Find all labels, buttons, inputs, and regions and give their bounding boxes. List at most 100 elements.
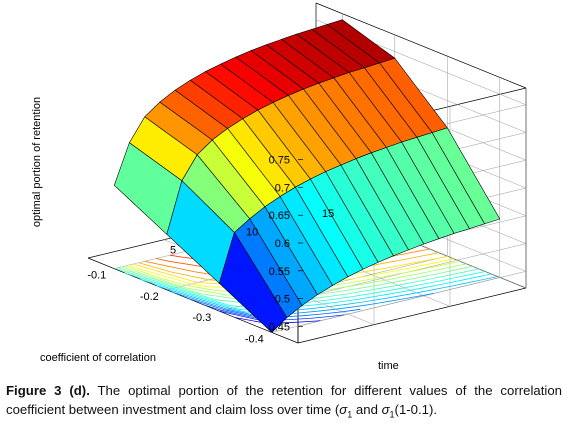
caption-sigma-1: σ bbox=[339, 402, 348, 417]
contour-seg-11-2-0 bbox=[121, 266, 182, 287]
contour-seg-6-0-12 bbox=[449, 282, 466, 287]
contour-seg-12-0-9 bbox=[362, 277, 380, 282]
z-tick-1: 0.7 bbox=[275, 182, 290, 194]
surface-patch-0-0 bbox=[218, 231, 288, 333]
x-tick-2: -0.3 bbox=[192, 312, 211, 324]
contour-seg-7-0-8 bbox=[376, 292, 394, 297]
contour-seg-6-0-7 bbox=[365, 298, 383, 302]
surface-chart: 0.75 0.7 0.65 0.6 0.55 0.5 0.45 -0.1 -0.2 -0.3 -0.… bbox=[31, 2, 527, 372]
y-axis-label: time bbox=[378, 360, 399, 372]
contour-seg-9-0-11 bbox=[414, 278, 431, 283]
contour-seg-11-1-1 bbox=[186, 287, 228, 296]
contour-seg-9-0-7 bbox=[346, 290, 364, 295]
contour-seg-6-2-0 bbox=[156, 285, 169, 290]
caption-sub-2: 1 bbox=[389, 409, 395, 420]
contour-seg-10-0-13 bbox=[440, 269, 457, 274]
contour-seg-6-0-0 bbox=[229, 308, 246, 313]
contour-seg-7-0-12 bbox=[443, 280, 460, 285]
contour-seg-8-0-9 bbox=[387, 287, 405, 292]
contour-seg-13-0-14 bbox=[437, 258, 454, 263]
contour-seg-5-0-10 bbox=[422, 292, 434, 296]
x-tick-3: -0.4 bbox=[245, 333, 264, 345]
contour-seg-7-0-14 bbox=[475, 273, 492, 278]
z-tick-5: 0.5 bbox=[275, 294, 290, 306]
contour-seg-6-0-4 bbox=[310, 306, 330, 310]
contour-seg-6-0-11 bbox=[433, 286, 450, 291]
contour-seg-14-1-14 bbox=[431, 257, 440, 260]
contour-seg-8-0-8 bbox=[370, 290, 388, 295]
contour-seg-11-0-12 bbox=[418, 270, 435, 275]
contour-seg-10-0-12 bbox=[424, 272, 441, 277]
x-axis-line bbox=[87, 257, 299, 344]
contour-seg-6-0-6 bbox=[347, 301, 366, 305]
contour-seg-13-2-0 bbox=[128, 264, 139, 269]
contour-seg-7-0-7 bbox=[359, 295, 377, 300]
contour-seg-5-0-3 bbox=[296, 310, 317, 314]
box-edge-5 bbox=[297, 287, 527, 344]
contour-seg-7-0-4 bbox=[303, 303, 324, 307]
contour-seg-5-0-6 bbox=[354, 303, 372, 308]
contour-seg-12-2-1 bbox=[164, 278, 186, 286]
contour-seg-8-1-1 bbox=[229, 305, 239, 307]
contour-seg-10-0-7 bbox=[340, 288, 358, 292]
contour-seg-9-0-6 bbox=[328, 293, 347, 297]
contour-seg-10-0-11 bbox=[408, 276, 425, 280]
contour-seg-10-0-8 bbox=[357, 285, 375, 289]
contour-seg-5-1-0 bbox=[171, 291, 228, 310]
contour-seg-12-0-13 bbox=[428, 264, 445, 269]
contour-seg-16-1-14 bbox=[413, 248, 430, 253]
y-tick-2: 15 bbox=[322, 208, 334, 220]
x-tick-0: -0.1 bbox=[87, 270, 106, 282]
contour-seg-7-0-11 bbox=[426, 283, 444, 288]
contour-seg-8-0-13 bbox=[453, 274, 470, 279]
contour-seg-11-0-7 bbox=[333, 285, 352, 290]
contour-seg-13-0-12 bbox=[405, 265, 422, 270]
contour-seg-4-0-4 bbox=[323, 311, 343, 315]
contour-seg-15-2-2 bbox=[170, 271, 209, 281]
contour-seg-11-0-11 bbox=[401, 273, 419, 278]
contour-seg-12-1-1 bbox=[185, 284, 218, 292]
contour-seg-10-2-0 bbox=[118, 267, 179, 288]
contour-seg-12-0-14 bbox=[444, 261, 461, 266]
contour-seg-10-0-9 bbox=[374, 282, 392, 287]
contour-seg-8-1-0 bbox=[173, 287, 230, 306]
caption-sub-1: 1 bbox=[347, 409, 353, 420]
contour-seg-11-0-10 bbox=[385, 276, 402, 281]
contour-seg-14-1-12 bbox=[398, 262, 416, 267]
contour-seg-5-0-5 bbox=[335, 306, 355, 310]
contour-seg-3-0-4 bbox=[329, 314, 345, 317]
contour-seg-12-0-12 bbox=[412, 267, 429, 272]
contour-seg-5-0-0 bbox=[227, 308, 253, 316]
contour-seg-7-2-0 bbox=[140, 278, 172, 290]
x-grid-3 bbox=[271, 77, 501, 333]
contour-seg-9-0-10 bbox=[397, 281, 415, 286]
y-tick-1: 10 bbox=[246, 226, 258, 238]
contour-seg-17-2-2 bbox=[156, 258, 169, 262]
contour-seg-3-0-3 bbox=[309, 316, 330, 319]
contour-seg-5-0-7 bbox=[371, 300, 390, 305]
contour-seg-15-1-14 bbox=[422, 252, 439, 257]
figure-caption: Figure 3 (d). The optimal portion of the… bbox=[6, 381, 562, 425]
contour-seg-11-0-13 bbox=[434, 266, 451, 271]
x-tick-1: -0.2 bbox=[140, 291, 159, 303]
contour-seg-4-0-0 bbox=[224, 309, 260, 318]
contour-seg-7-0-5 bbox=[322, 301, 342, 305]
contour-seg-8-0-10 bbox=[404, 284, 421, 289]
contour-seg-10-0-10 bbox=[391, 279, 409, 284]
contour-seg-11-0-14 bbox=[450, 263, 467, 268]
axis-ticks: 0.75 0.7 0.65 0.6 0.55 0.5 0.45 -0.1 -0.2 -0.3 -0.… bbox=[87, 155, 334, 346]
contour-seg-8-0-6 bbox=[334, 296, 353, 300]
contour-seg-12-0-10 bbox=[379, 274, 396, 279]
contour-seg-9-0-13 bbox=[446, 271, 463, 276]
contour-seg-11-1-0 bbox=[180, 286, 187, 289]
contour-seg-15-1-12 bbox=[389, 258, 407, 263]
contour-seg-8-0-5 bbox=[316, 298, 336, 302]
contour-seg-12-0-11 bbox=[395, 270, 413, 275]
contour-seg-10-1-0 bbox=[178, 286, 202, 295]
contour-seg-6-0-9 bbox=[399, 292, 417, 297]
contour-seg-6-1-0 bbox=[168, 289, 231, 309]
contour-seg-7-0-0 bbox=[232, 307, 240, 310]
contour-seg-9-0-8 bbox=[363, 287, 382, 292]
contour-seg-8-0-14 bbox=[469, 271, 486, 276]
caption-sigma-2: σ bbox=[381, 402, 390, 417]
